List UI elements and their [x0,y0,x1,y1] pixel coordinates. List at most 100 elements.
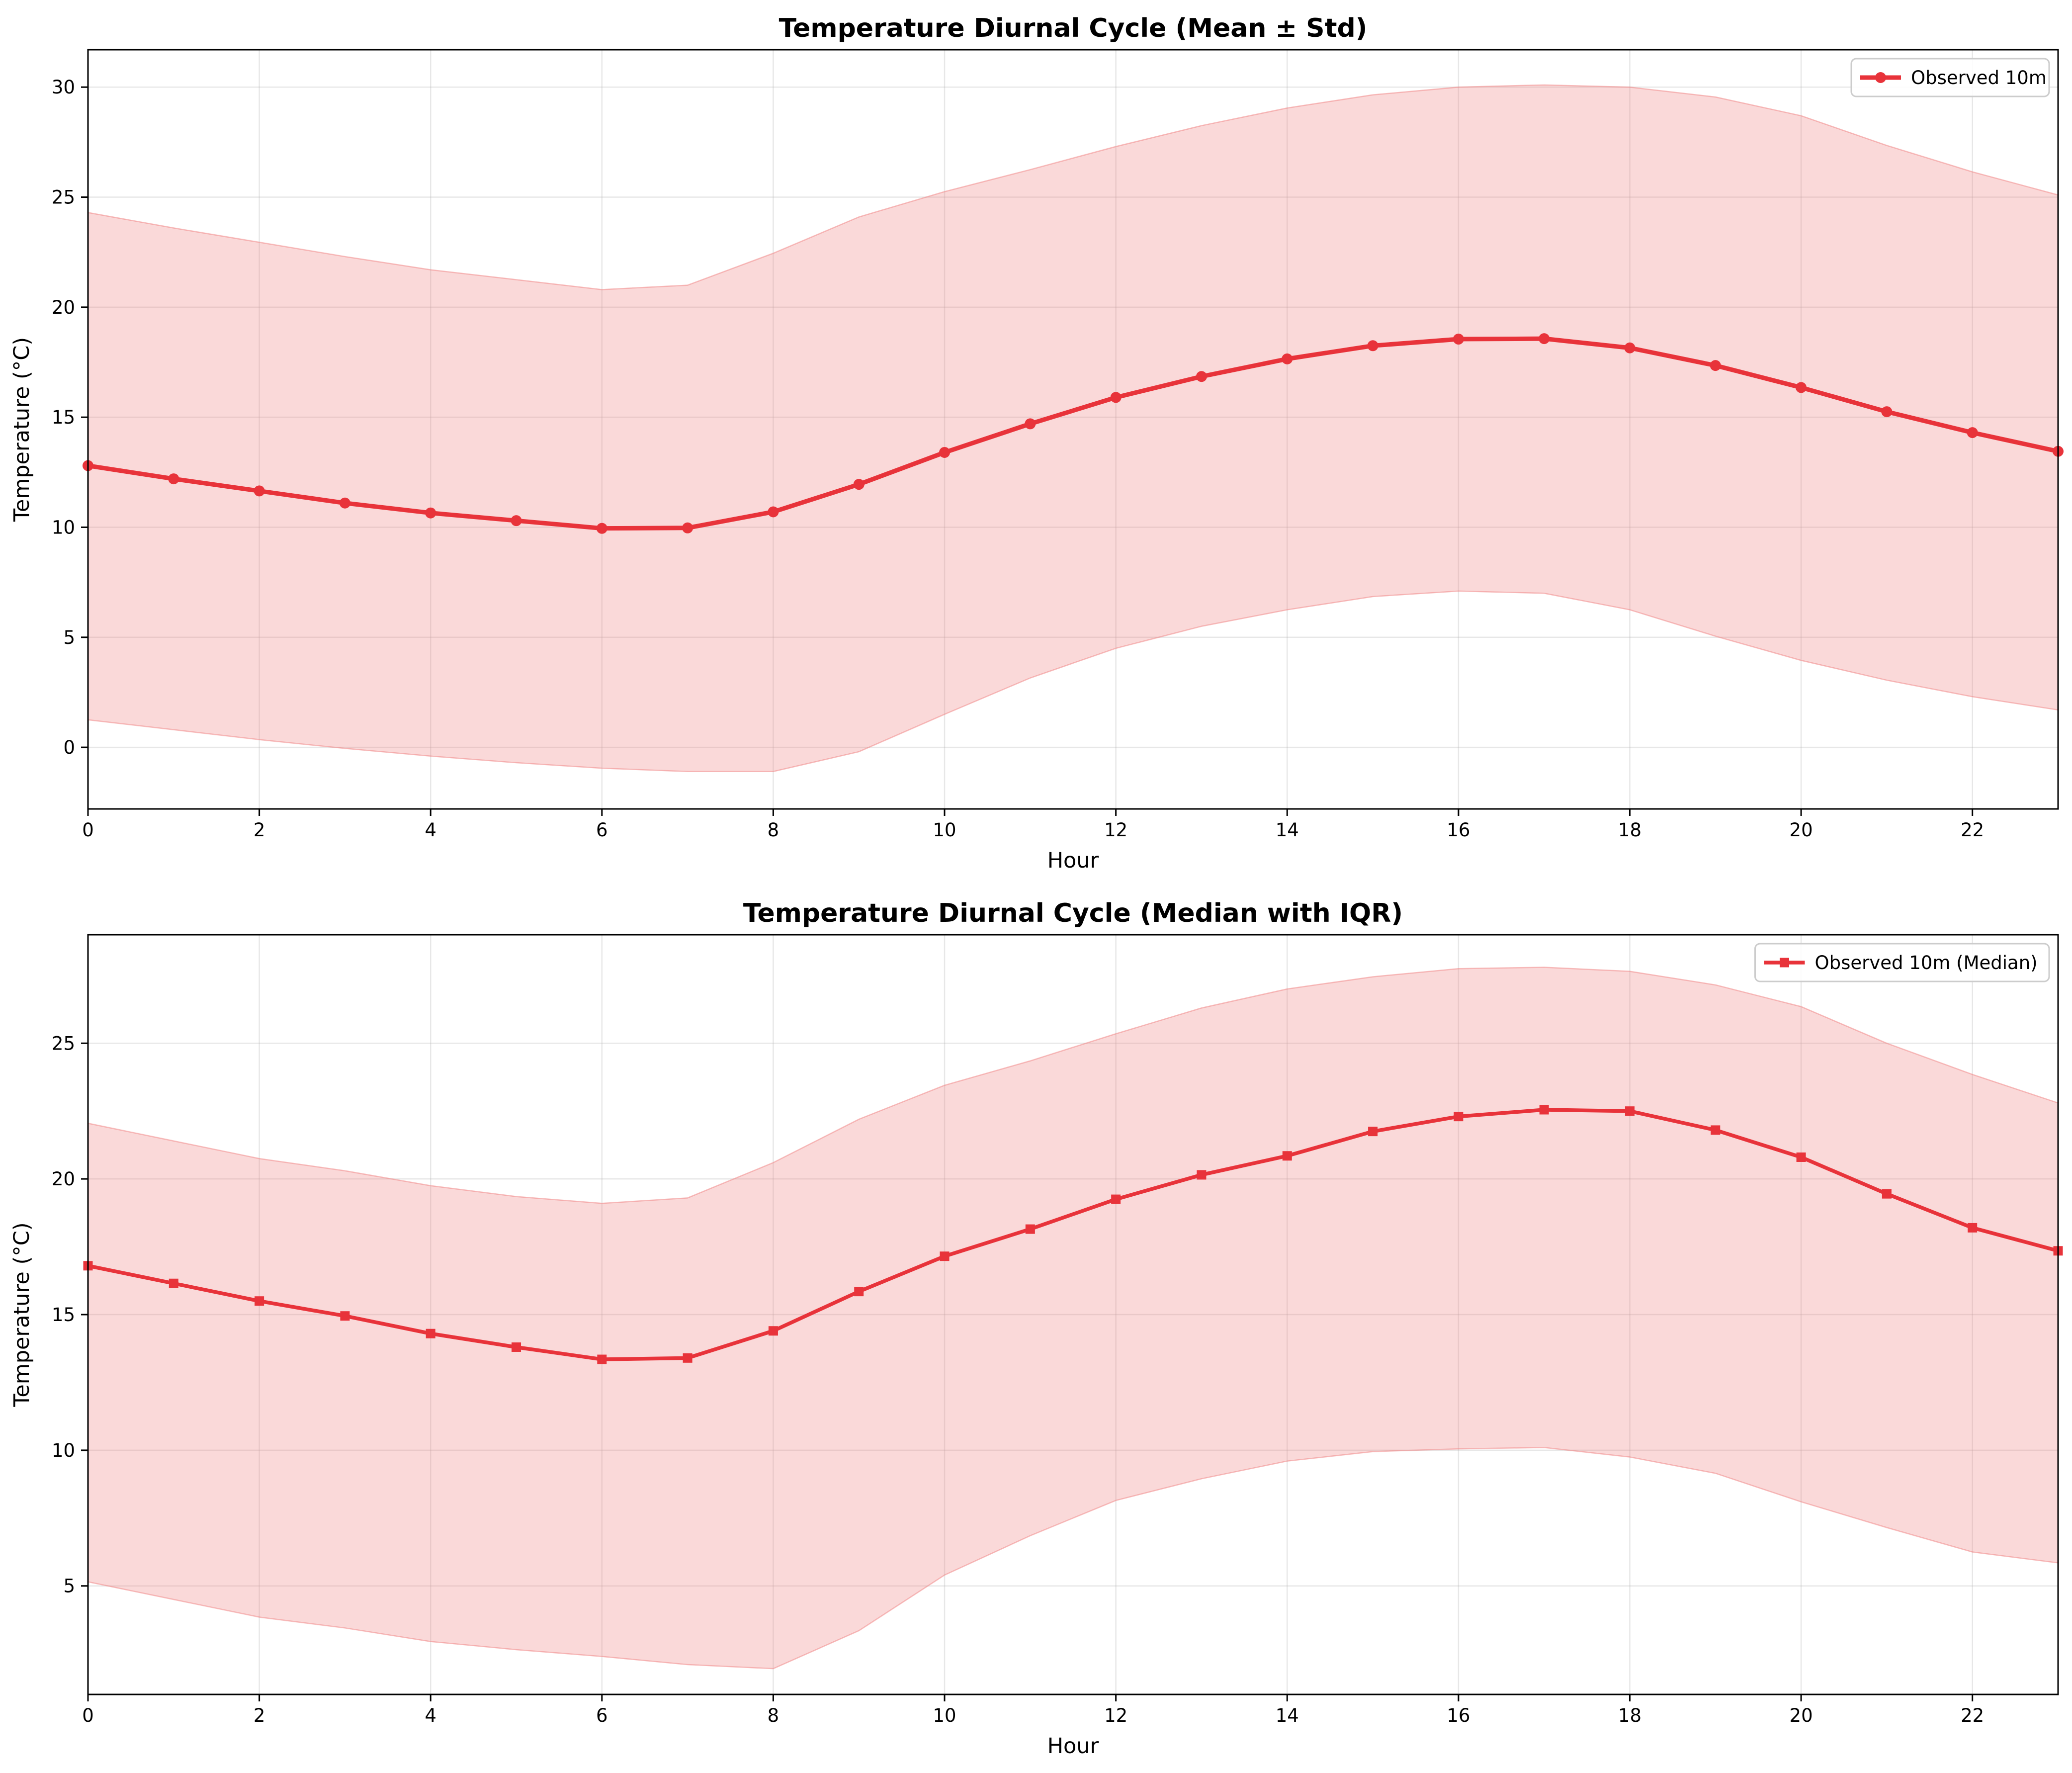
data-point [853,479,864,490]
x-axis-ticks: 0 2 4 6 8 10 12 14 16 18 20 22 [82,1694,1984,1726]
x-tick-label: 8 [768,1705,779,1726]
y-tick-label: 20 [52,297,75,318]
x-tick-label: 18 [1618,1705,1641,1726]
y-axis-ticks: 5 10 15 20 25 [52,1033,88,1597]
y-tick-label: 25 [52,1033,75,1054]
x-tick-label: 14 [1276,1705,1299,1726]
y-tick-label: 15 [52,1304,75,1326]
chart-title: Temperature Diurnal Cycle (Median with I… [743,898,1403,928]
data-point [254,485,265,497]
data-point [854,1287,864,1297]
data-point [1624,342,1636,354]
x-tick-label: 20 [1790,1705,1813,1726]
x-tick-label: 6 [596,819,608,841]
data-point [768,506,779,518]
x-axis-ticks: 0 2 4 6 8 10 12 14 16 18 20 22 [82,809,1984,841]
data-point [1454,1112,1464,1122]
x-tick-label: 10 [933,1705,956,1726]
data-point [1539,333,1550,345]
median-iqr-panel: 0 2 4 6 8 10 12 14 16 18 20 22 5 10 15 20 25 Temperatur… [9,898,2063,1759]
series-line [87,1108,2059,1361]
y-tick-label: 15 [52,407,75,428]
data-point [1282,353,1293,364]
chart-title: Temperature Diurnal Cycle (Mean ± Std) [779,13,1368,43]
grid-lines [87,50,2058,809]
grid-lines [87,935,2058,1694]
data-point [1968,1223,1978,1233]
data-point [1710,360,1721,371]
data-point [1025,1224,1035,1234]
y-tick-label: 30 [52,77,75,98]
data-point [425,507,436,519]
y-tick-label: 0 [63,737,75,758]
series-markers [83,333,2064,534]
data-point [255,1296,264,1306]
x-tick-label: 16 [1447,819,1470,841]
y-tick-label: 25 [52,187,75,208]
x-tick-label: 0 [82,1705,94,1726]
data-point [1367,340,1379,352]
x-tick-label: 12 [1104,1705,1127,1726]
data-point [511,515,522,527]
legend-marker [1780,958,1789,968]
data-point [1196,371,1207,382]
data-point [682,522,693,533]
y-tick-label: 5 [63,1576,75,1597]
data-point [1882,1189,1892,1199]
data-point [683,1353,692,1363]
data-point [596,523,607,534]
y-tick-label: 10 [52,1440,75,1461]
data-point [1110,392,1122,403]
x-tick-label: 12 [1104,819,1127,841]
y-axis-label: Temperature (°C) [9,337,34,522]
data-point [426,1329,435,1338]
x-tick-label: 22 [1961,819,1984,841]
data-point [1197,1170,1207,1180]
x-tick-label: 14 [1276,819,1299,841]
data-point [1967,427,1978,439]
data-point [340,1311,350,1321]
y-axis-label: Temperature (°C) [9,1222,34,1407]
data-point [1796,382,1807,393]
mean-std-panel: 0 2 4 6 8 10 12 14 16 18 20 22 0 5 10 15 20 25 30 Tempera… [9,13,2064,873]
y-tick-label: 10 [52,517,75,538]
data-point [1111,1194,1121,1204]
legend: Observed 10m [1850,58,2050,97]
x-tick-label: 4 [425,819,436,841]
x-tick-label: 22 [1961,1705,1984,1726]
legend-label: Observed 10m (Median) [1815,952,2038,974]
legend-marker [1875,72,1886,83]
data-point [1711,1125,1721,1135]
legend: Observed 10m (Median) [1754,943,2050,982]
series-line [87,336,2059,531]
data-point [940,1251,950,1261]
legend-marker-sample [1875,72,1886,83]
y-tick-label: 20 [52,1168,75,1190]
data-point [168,473,179,485]
x-tick-label: 8 [768,819,779,841]
data-point [339,497,350,509]
data-point [1881,406,1893,418]
data-point [1796,1152,1806,1162]
x-axis-label: Hour [1047,848,1099,873]
legend-label: Observed 10m [1911,67,2047,89]
x-tick-label: 2 [254,1705,265,1726]
data-point [1539,1105,1549,1115]
x-tick-label: 4 [425,1705,436,1726]
x-tick-label: 16 [1447,1705,1470,1726]
y-axis-ticks: 0 5 10 15 20 25 30 [52,77,88,758]
data-point [597,1354,607,1364]
data-point [1625,1106,1635,1116]
x-tick-label: 6 [596,1705,608,1726]
x-tick-label: 2 [254,819,265,841]
data-point [939,446,950,458]
data-point [768,1326,778,1336]
data-point [1453,334,1464,345]
legend-box [1754,943,2050,982]
legend-marker-sample [1780,958,1789,968]
x-tick-label: 0 [82,819,94,841]
legend-box [1850,58,2050,97]
x-axis-label: Hour [1047,1734,1099,1759]
data-point [1025,418,1036,430]
